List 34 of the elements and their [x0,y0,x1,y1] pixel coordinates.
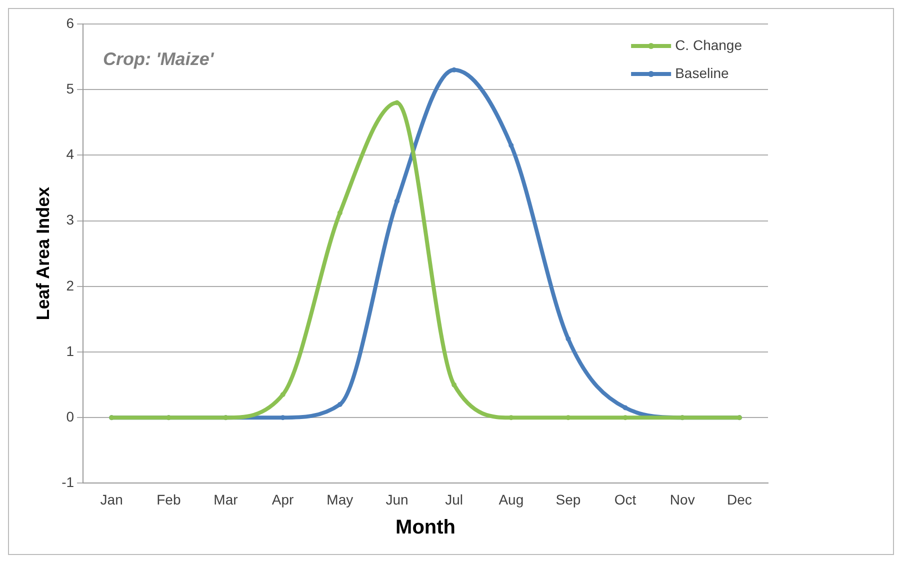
x-tick-label: Mar [214,491,238,508]
x-tick-label: Jan [100,491,123,508]
point [337,210,342,216]
x-tick-label: Dec [727,491,752,508]
point [452,382,457,388]
legend-label: C. Change [675,36,742,53]
point [452,67,457,72]
annotation: Crop: 'Maize' [103,48,214,69]
legend-label: Baseline [675,64,729,81]
x-tick-label: Jul [445,491,464,508]
y-tick-label: 1 [66,342,74,359]
x-axis-title: Month [396,516,456,539]
x-tick-label: May [326,491,354,508]
y-tick-label: -1 [62,474,74,490]
y-tick-label: 4 [66,146,74,162]
x-tick-label: Aug [498,491,524,508]
x-tick-label: Feb [156,491,181,508]
point [280,392,286,398]
x-tick-label: Oct [614,491,636,508]
y-tick-label: 0 [66,408,74,424]
y-axis-title: Leaf Area Index [32,186,53,320]
y-tick-label: 6 [66,14,74,31]
point [337,402,342,407]
point [566,336,571,342]
y-tick-label: 2 [66,277,74,294]
x-tick-label: Nov [670,491,695,508]
y-tick-label: 5 [66,80,74,96]
point [394,198,400,204]
x-tick-label: Sep [556,491,581,508]
point [622,405,628,410]
x-tick-label: Apr [272,491,294,508]
x-tick-label: Jun [386,491,408,508]
point [508,142,514,148]
y-tick-label: 3 [66,212,74,228]
